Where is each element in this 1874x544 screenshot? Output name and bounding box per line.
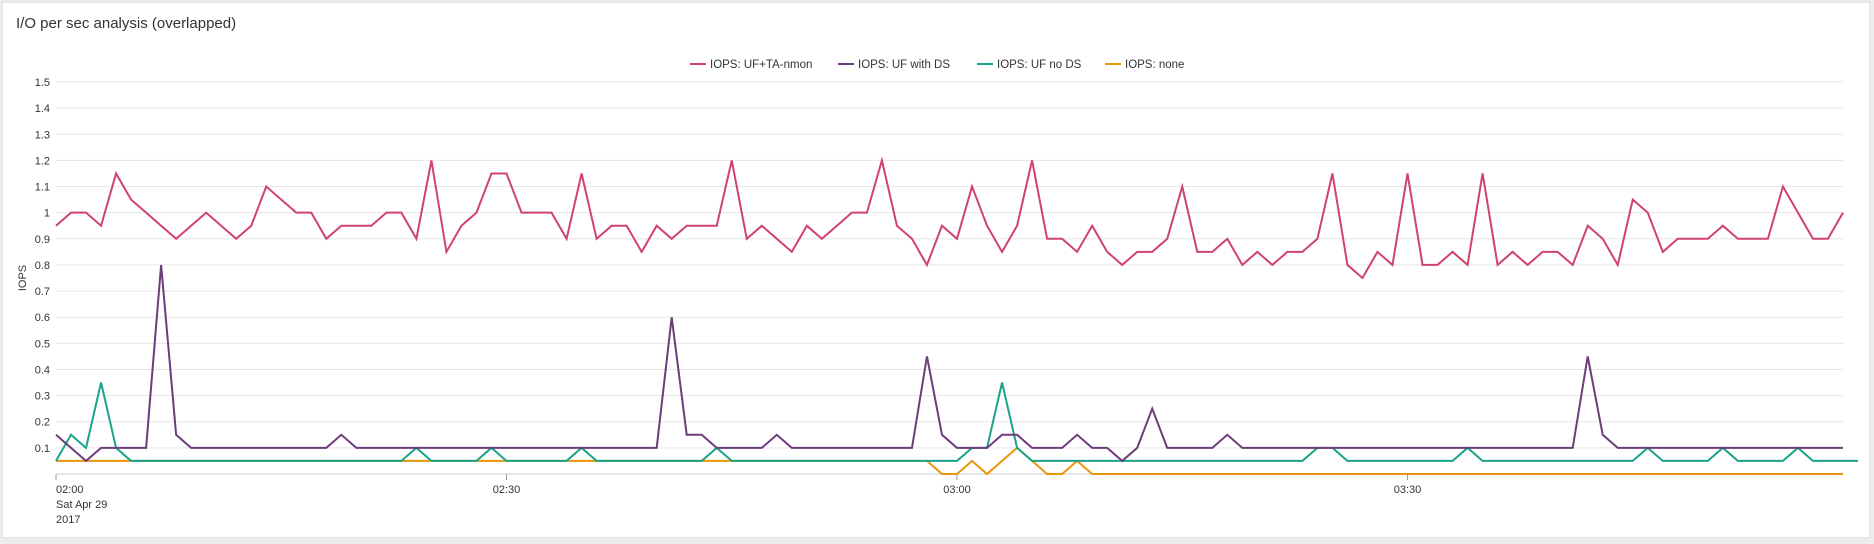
y-tick-label: 1.4	[35, 103, 50, 115]
y-tick-label: 0.9	[35, 234, 50, 246]
series-line-2	[55, 264, 1843, 463]
y-tick-label: 0.6	[35, 312, 50, 324]
legend-label-3[interactable]: IOPS: UF no DS	[997, 59, 1082, 71]
series-line-3	[55, 382, 1859, 462]
legend[interactable]: IOPS: UF+TA-nmon IOPS: UF with DS IOPS: UF…	[690, 59, 1184, 71]
y-tick-label: 0.5	[35, 338, 50, 350]
panel-title: I/O per sec analysis (overlapped)	[16, 15, 237, 32]
y-tick-label: 0.7	[35, 286, 50, 298]
y-tick-label: 0.2	[35, 417, 50, 429]
series-line-1	[55, 156, 1844, 280]
y-tick-label: 0.4	[35, 364, 50, 376]
y-tick-label: 1.5	[35, 77, 50, 89]
y-tick-label: 1	[44, 208, 50, 220]
x-tick-label: 02:30	[493, 484, 521, 496]
legend-label-2[interactable]: IOPS: UF with DS	[858, 59, 950, 71]
x-axis: 02:00 Sat Apr 29 2017 02:30 03:00 03:30	[55, 473, 1843, 526]
y-tick-label: 1.3	[35, 129, 50, 141]
series-lines	[55, 156, 1859, 476]
legend-label-4[interactable]: IOPS: none	[1125, 59, 1184, 71]
x-tick-label: 02:00	[56, 484, 84, 496]
grid-lines	[56, 81, 1843, 449]
x-tick-sublabel: Sat Apr 29	[56, 499, 107, 511]
y-tick-label: 0.8	[35, 260, 50, 272]
x-tick-sublabel: 2017	[56, 514, 80, 526]
y-tick-label: 0.1	[35, 443, 50, 455]
y-tick-label: 1.2	[35, 155, 50, 167]
legend-label-1[interactable]: IOPS: UF+TA-nmon	[710, 59, 812, 71]
y-axis: 0.1 0.2 0.3 0.4 0.5 0.6 0.7 0.8 0.9 1 1.1 1.2 1.3 1.4…	[35, 77, 50, 455]
x-tick-label: 03:30	[1394, 484, 1422, 496]
y-axis-title: IOPS	[17, 265, 29, 291]
y-tick-label: 1.1	[35, 182, 50, 194]
x-tick-label: 03:00	[943, 484, 971, 496]
y-tick-label: 0.3	[35, 391, 50, 403]
